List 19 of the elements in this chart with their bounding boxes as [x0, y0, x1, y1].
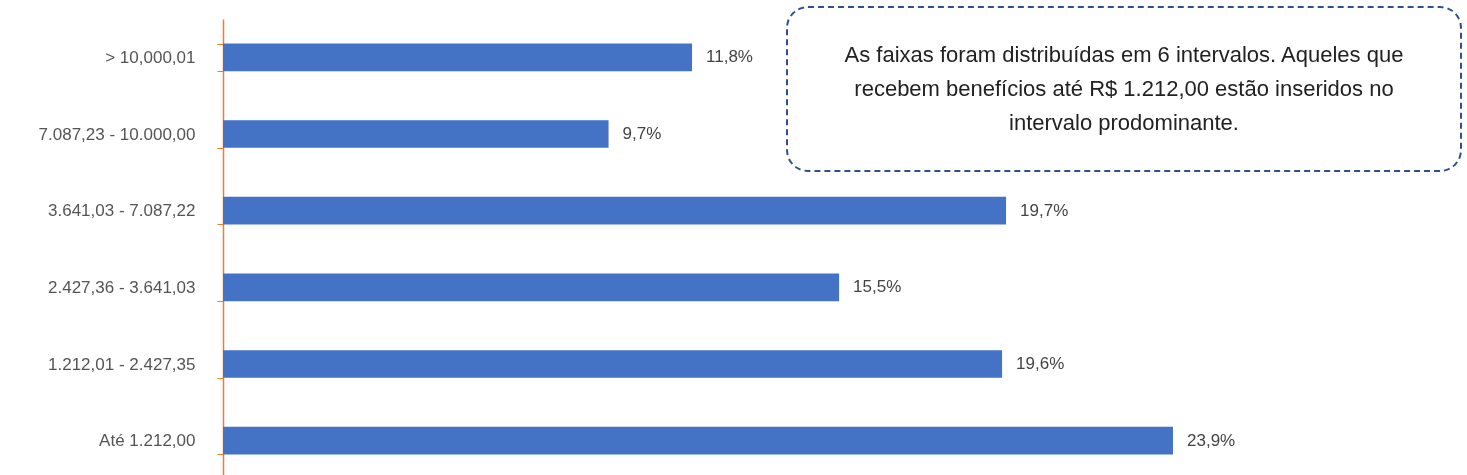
bar	[223, 350, 1003, 378]
annotation: As faixas foram distribuídas em 6 intervalos. Aqueles que recebem benefícios até R$ 1.212,00 estão inseridos no intervalo prodominante.	[786, 6, 1462, 172]
data-label: 19,6%	[1016, 354, 1065, 373]
y-tick-label: 1.212,01 - 2.427,35	[48, 354, 196, 374]
data-label: 19,7%	[1020, 200, 1069, 220]
bar	[223, 426, 1173, 455]
bar	[223, 196, 1007, 225]
y-tick-label: Até 1.212,00	[99, 431, 196, 451]
bar	[223, 120, 609, 148]
y-tick-label: > 10,000,01	[105, 47, 196, 67]
bar	[223, 43, 693, 72]
bar	[223, 273, 840, 302]
data-label: 9,7%	[622, 124, 662, 143]
y-tick-label: 7.087,23 - 10.000,00	[38, 124, 196, 144]
data-label: 15,5%	[853, 277, 902, 297]
y-tick-label: 3.641,03 - 7.087,22	[48, 201, 196, 221]
data-label: 11,8%	[706, 47, 753, 67]
data-label: 23,9%	[1187, 430, 1236, 450]
y-tick-label: 2.427,36 - 3.641,03	[48, 277, 196, 297]
